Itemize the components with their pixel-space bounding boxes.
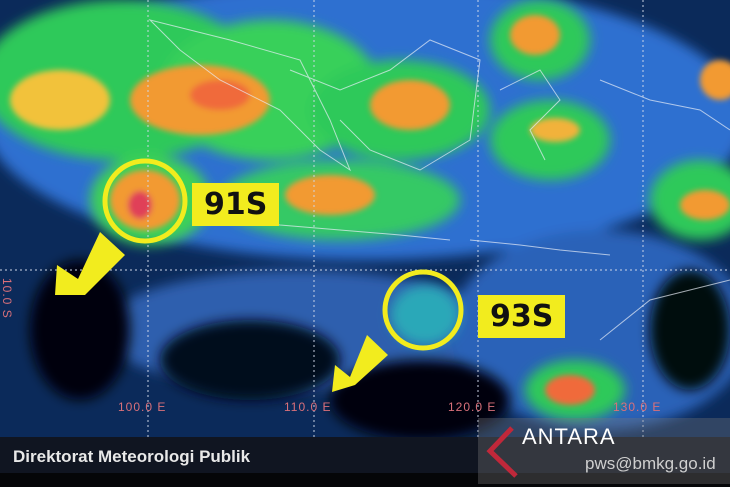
arrow-icon [55,232,125,295]
system-markers [55,158,464,392]
lon-label: 100.0 E [118,400,167,414]
bottom-strip [0,473,730,487]
footer-bar [0,437,730,473]
lon-label: 120.0 E [448,400,497,414]
email-label: pws@bmkg.go.id [585,454,716,473]
coastlines [148,19,730,341]
source-label: Direktorat Meteorologi Publik [13,447,251,466]
heavy-cloud-cores [10,15,730,405]
system-93s-circle [382,269,464,351]
lat-label: 10.0 S [0,278,14,319]
antara-brand: ANTARA [522,424,616,449]
grid-lines [0,0,730,437]
lon-label: 110.0 E [284,400,332,414]
lon-label: 130.0 E [613,400,662,414]
arrow-icon [332,335,388,392]
system-label-93s: 93S [478,295,566,338]
antara-watermark [478,418,730,484]
system-label-91s: 91S [192,183,280,226]
system-91s-circle [102,158,188,244]
